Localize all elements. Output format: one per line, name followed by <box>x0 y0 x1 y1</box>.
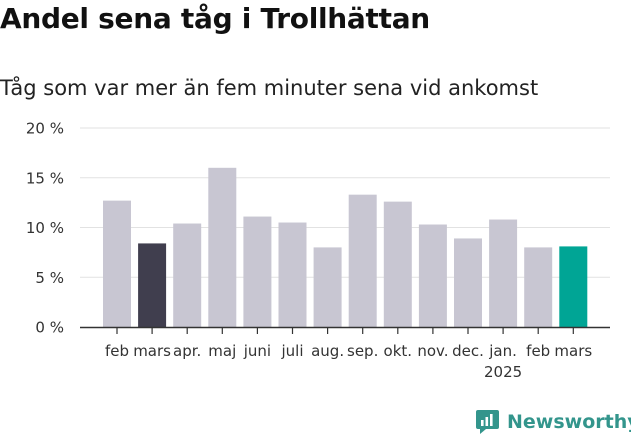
y-tick-label: 15 % <box>26 169 64 187</box>
x-tick-label: dec. <box>452 342 484 360</box>
x-tick-label: mars <box>133 342 171 360</box>
chart-subtitle: Tåg som var mer än fem minuter sena vid … <box>0 76 539 100</box>
bar-jan-11 <box>489 219 518 327</box>
x-tick-label: mars <box>554 342 592 360</box>
bar-feb-12 <box>524 247 553 327</box>
bar-feb-0 <box>103 200 131 327</box>
x-tick-label: okt. <box>384 342 413 360</box>
x-tick-label: feb <box>526 342 550 360</box>
bar-juni-4 <box>243 216 272 327</box>
x-tick-label: aug. <box>311 342 344 360</box>
bar-apr-2 <box>173 223 202 327</box>
x-tick-label: juni <box>243 342 271 360</box>
bar-juli-5 <box>278 222 307 327</box>
bar-chart: 0 %5 %10 %15 %20 %feb mars apr. maj juni juli… <box>26 120 610 381</box>
newsworthy-logo: Newsworthy <box>475 407 631 437</box>
newsworthy-logo-text: Newsworthy <box>507 411 631 433</box>
y-tick-label: 20 % <box>26 120 64 138</box>
x-tick-label: maj <box>208 342 236 360</box>
y-tick-label: 10 % <box>26 219 64 237</box>
y-tick-label: 5 % <box>35 269 64 287</box>
newsworthy-logo-icon <box>476 410 499 434</box>
chart-title: Andel sena tåg i Trollhättan <box>0 2 430 35</box>
bar-mars-1 <box>138 243 167 327</box>
x-tick-label: juli <box>280 342 303 360</box>
x-year-label: 2025 <box>484 363 522 381</box>
x-tick-label: jan. <box>488 342 517 360</box>
x-tick-label: nov. <box>417 342 448 360</box>
bar-maj-3 <box>208 167 237 327</box>
bar-mars-13 <box>559 246 588 327</box>
bar-aug-6 <box>313 247 342 327</box>
y-tick-label: 0 % <box>35 319 64 337</box>
bar-nov-9 <box>418 224 447 327</box>
bar-okt-8 <box>383 201 412 327</box>
bar-dec-10 <box>454 238 482 327</box>
bar-sep-7 <box>348 194 377 327</box>
x-tick-label: feb <box>105 342 129 360</box>
x-tick-label: sep. <box>347 342 378 360</box>
x-tick-label: apr. <box>173 342 201 360</box>
